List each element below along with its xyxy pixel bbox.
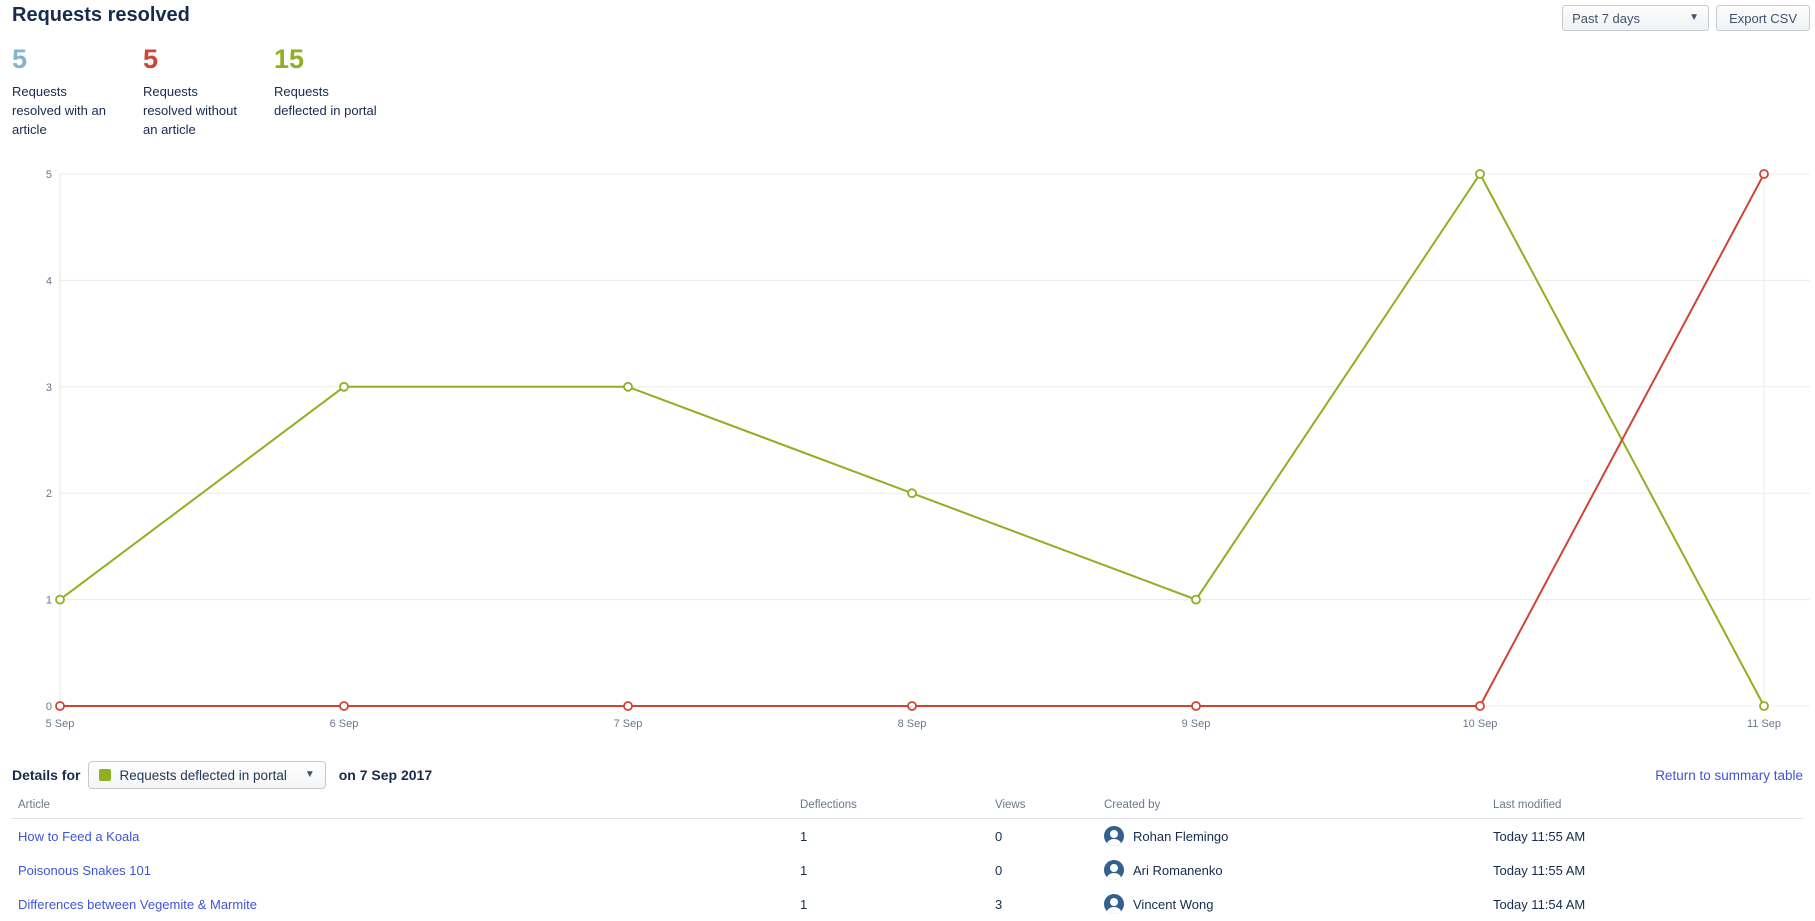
period-select-value: Past 7 days [1572,10,1641,26]
metric-select-value: Requests deflected in portal [119,767,287,783]
chart-point[interactable] [339,381,349,392]
deflections-value: 1 [800,828,808,844]
header-controls: Past 7 days ▼ Export CSV [1562,5,1810,31]
stat-label: Requests deflected in portal [274,84,377,118]
y-axis-tick-label: 3 [46,382,52,394]
user-avatar-icon [1104,894,1124,914]
stat-label: Requests resolved without an article [143,84,237,137]
stat-value: 15 [274,44,305,74]
x-axis-tick-label: 5 Sep [46,718,75,730]
views-value: 0 [995,862,1003,878]
series-line [60,173,1765,707]
page-title: Requests resolved [12,4,190,26]
article-link[interactable]: Differences between Vegemite & Marmite [18,896,257,912]
stat-block: 15 Requests deflected in portal [274,44,405,139]
column-header-created-by: Created by [1104,799,1161,811]
period-select[interactable]: Past 7 days ▼ [1562,5,1710,31]
details-bar: Details for Requests deflected in portal… [12,760,1803,790]
export-csv-label: Export CSV [1729,10,1797,26]
article-link[interactable]: How to Feed a Koala [18,828,140,844]
metric-color-swatch [99,769,112,781]
chart-point[interactable] [1759,701,1769,711]
details-for-label: Details for [12,767,81,783]
chevron-down-icon: ▼ [1689,12,1700,23]
chart-point[interactable] [55,701,65,711]
deflections-value: 1 [800,896,808,912]
articles-table: Article Deflections Views Created by Las… [12,799,1803,921]
x-axis-tick-label: 9 Sep [1182,718,1211,730]
export-csv-button[interactable]: Export CSV [1716,5,1810,31]
user-avatar-icon [1104,860,1124,880]
table-header-row: Article Deflections Views Created by Las… [12,799,1803,819]
views-value: 0 [995,828,1003,844]
x-axis-tick-label: 6 Sep [330,718,359,730]
last-modified-value: Today 11:55 AM [1493,828,1586,844]
last-modified-value: Today 11:54 AM [1493,896,1586,912]
stat-block: 5 Requests resolved with an article [12,44,143,139]
x-axis-tick-label: 11 Sep [1747,718,1781,730]
table-row: How to Feed a Koala 1 0 Rohan Flemingo T… [12,819,1803,853]
x-axis-tick-label: 10 Sep [1463,718,1498,730]
stat-value: 5 [143,44,159,74]
stat-value: 5 [12,44,28,74]
series-line [59,172,1765,707]
y-axis-tick-label: 2 [46,488,52,500]
chart-point[interactable] [907,701,917,711]
y-axis-tick-label: 0 [46,701,52,713]
chevron-down-icon: ▼ [304,769,315,780]
details-date-label: on 7 Sep 2017 [338,767,433,783]
chart-point[interactable] [339,701,349,711]
y-axis-tick-label: 4 [46,275,52,287]
chart-point[interactable] [1475,169,1485,179]
views-value: 3 [995,896,1003,912]
metric-select[interactable]: Requests deflected in portal ▼ [88,761,326,789]
chart-point[interactable] [55,594,65,605]
column-header-last-modified: Last modified [1493,799,1562,811]
user-avatar-icon [1104,826,1124,846]
chart-point[interactable] [1475,701,1485,711]
stat-block: 5 Requests resolved without an article [143,44,274,139]
stat-label: Requests resolved with an article [12,84,106,137]
stats-row: 5 Requests resolved with an article 5 Re… [12,44,405,139]
chart-point[interactable] [623,701,633,711]
column-header-article: Article [18,799,50,811]
chart-point[interactable] [1191,701,1201,711]
last-modified-value: Today 11:55 AM [1493,862,1586,878]
chart-point[interactable] [623,381,633,392]
y-axis-tick-label: 1 [46,595,52,607]
x-axis-tick-label: 7 Sep [614,718,643,730]
table-row: Differences between Vegemite & Marmite 1… [12,887,1803,921]
chart-point[interactable] [907,488,917,499]
column-header-views: Views [995,799,1026,811]
chart-point[interactable] [1191,594,1201,605]
table-row: Poisonous Snakes 101 1 0 Ari Romanenko T… [12,853,1803,887]
column-header-deflections: Deflections [800,799,857,811]
deflections-value: 1 [800,862,808,878]
table-body: How to Feed a Koala 1 0 Rohan Flemingo T… [12,819,1803,921]
x-axis-tick-label: 8 Sep [898,718,927,730]
return-to-summary-link[interactable]: Return to summary table [1655,767,1803,783]
created-by-name: Ari Romanenko [1133,862,1223,878]
created-by-name: Vincent Wong [1133,896,1214,912]
y-axis-tick-label: 5 [46,169,52,181]
created-by-name: Rohan Flemingo [1133,828,1229,844]
article-link[interactable]: Poisonous Snakes 101 [18,862,151,878]
chart-point[interactable] [1759,169,1769,179]
